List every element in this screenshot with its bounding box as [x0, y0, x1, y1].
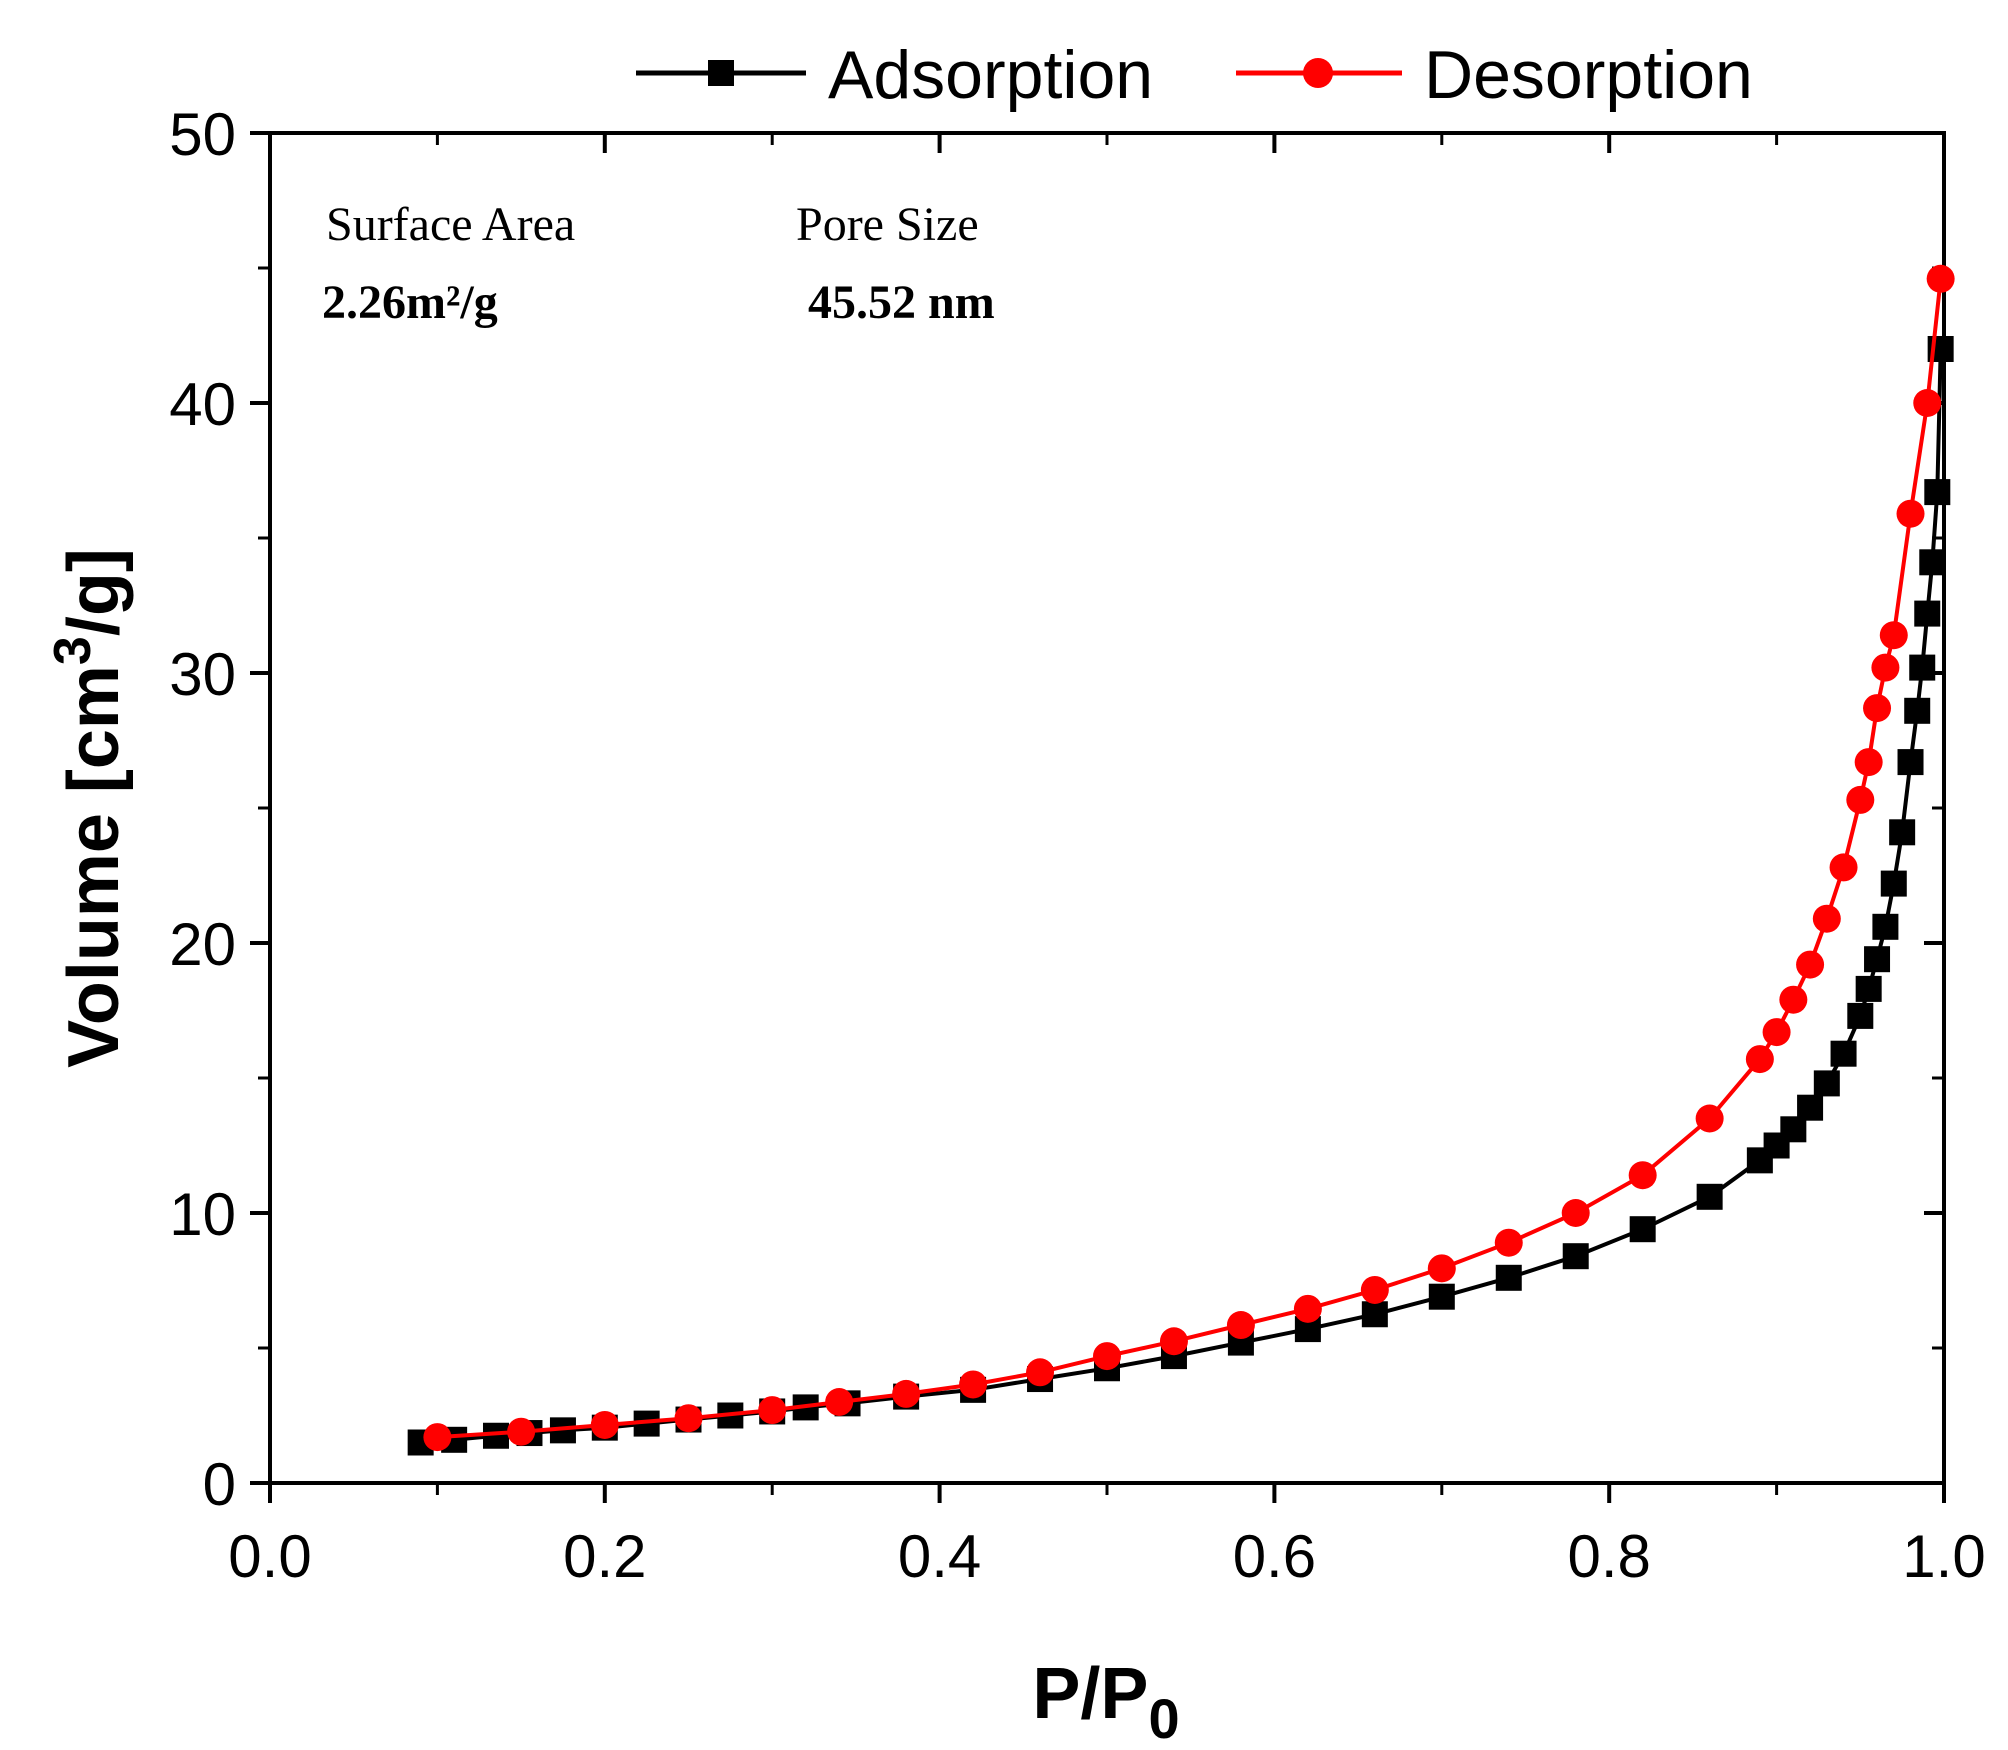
adsorption-point [1864, 946, 1891, 973]
series-desorption [423, 264, 1955, 1452]
legend-desorption-label: Desorption [1424, 37, 1753, 113]
y-axis-title-main: Volume [cm [54, 665, 134, 1068]
desorption-point [1863, 694, 1892, 723]
desorption-point [1812, 904, 1841, 933]
x-tick-label: 0.0 [228, 1523, 311, 1590]
y-axis-title-superscript: 3 [44, 636, 102, 665]
desorption-point [1762, 1018, 1791, 1047]
adsorption-point [1813, 1070, 1840, 1097]
desorption-point [1879, 621, 1908, 650]
desorption-point [1561, 1199, 1590, 1227]
desorption-point [1871, 653, 1900, 682]
adsorption-point [1924, 479, 1951, 506]
y-tick-label: 10 [169, 1181, 236, 1248]
adsorption-point [1797, 1094, 1824, 1121]
plot-frame [268, 131, 1946, 1485]
adsorption-point [1872, 913, 1899, 940]
legend-adsorption-label: Adsorption [828, 37, 1153, 113]
adsorption-point [1361, 1301, 1388, 1328]
desorption-point [1360, 1275, 1389, 1304]
adsorption-point [1428, 1283, 1455, 1310]
desorption-point [1293, 1294, 1322, 1323]
desorption-point [590, 1410, 619, 1439]
desorption-point [1026, 1358, 1055, 1387]
x-tick-label: 0.8 [1567, 1523, 1650, 1590]
adsorption-point [1847, 1002, 1874, 1029]
legend-desorption-marker [1303, 58, 1333, 88]
desorption-point [1854, 748, 1883, 777]
desorption-point [1628, 1161, 1657, 1190]
desorption-point [892, 1379, 921, 1408]
desorption-point [1779, 985, 1808, 1014]
desorption-point [1846, 785, 1875, 814]
series-adsorption [407, 336, 1954, 1456]
adsorption-line [420, 348, 1943, 1445]
x-axis-title-main: P/P [1032, 1654, 1148, 1734]
desorption-point [1226, 1311, 1255, 1340]
desorption-point [674, 1404, 703, 1433]
adsorption-point [1495, 1264, 1522, 1291]
y-tick-label: 30 [169, 641, 236, 708]
x-axis-title-subscript: 0 [1148, 1687, 1179, 1750]
x-tick-label: 0.4 [898, 1523, 981, 1590]
adsorption-point [1629, 1216, 1656, 1243]
adsorption-point [1880, 870, 1907, 897]
desorption-point [507, 1417, 536, 1446]
x-tick-label: 1.0 [1902, 1523, 1985, 1590]
series-layer [407, 264, 1955, 1456]
y-axis-title: Volume [cm3/g] [44, 548, 134, 1068]
y-tick-label: 20 [169, 911, 236, 978]
x-tick-label: 0.2 [563, 1523, 646, 1590]
desorption-point [1745, 1045, 1774, 1074]
adsorption-point [1919, 549, 1946, 576]
desorption-point [1695, 1104, 1724, 1133]
desorption-point [1093, 1342, 1121, 1371]
desorption-point [1926, 264, 1955, 293]
desorption-point [1896, 499, 1925, 528]
desorption-point [758, 1396, 787, 1425]
desorption-point [423, 1423, 452, 1452]
adsorption-point [1909, 654, 1936, 681]
desorption-point [1913, 389, 1942, 417]
pore-size-value: 45.52 nm [808, 276, 995, 329]
desorption-point [1829, 853, 1858, 882]
y-axis-title-tail: /g] [54, 548, 134, 636]
desorption-point [1159, 1327, 1188, 1356]
adsorption-point [1696, 1183, 1723, 1210]
legend-adsorption-marker [708, 60, 734, 86]
adsorption-point [1830, 1040, 1857, 1067]
desorption-point [1427, 1254, 1456, 1283]
pore-size-label: Pore Size [796, 198, 979, 251]
y-tick-label: 0 [203, 1451, 236, 1518]
adsorption-point [1889, 819, 1916, 846]
desorption-point [1494, 1228, 1523, 1257]
x-axis-title: P/P0 [1032, 1654, 1179, 1750]
desorption-point [1796, 950, 1825, 979]
adsorption-point [1897, 749, 1924, 776]
adsorption-point [1855, 975, 1882, 1002]
surface-area-value: 2.26m²/g [322, 276, 498, 329]
desorption-point [825, 1388, 854, 1416]
adsorption-point [1914, 600, 1941, 627]
y-tick-label: 40 [169, 371, 236, 438]
x-tick-label: 0.6 [1233, 1523, 1316, 1590]
legend: Adsorption Desorption [636, 37, 1753, 113]
surface-area-label: Surface Area [326, 198, 575, 251]
desorption-line [437, 278, 1943, 1440]
axis-tick-labels: 0.0 0.2 0.4 0.6 0.8 1.0 0 10 20 30 40 50 [169, 101, 1985, 1590]
desorption-point [959, 1370, 988, 1399]
adsorption-point [1562, 1243, 1589, 1270]
adsorption-point [1904, 697, 1931, 724]
y-tick-label: 50 [169, 101, 236, 168]
axis-ticks [250, 131, 1946, 1503]
